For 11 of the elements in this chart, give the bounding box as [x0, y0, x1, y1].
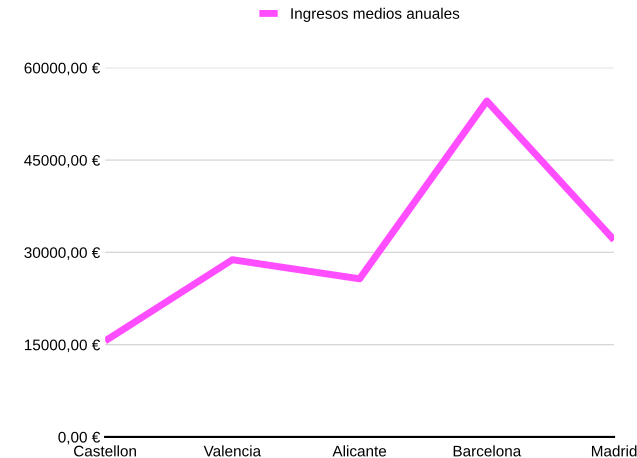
y-tick-label: 30000,00 € [24, 247, 100, 260]
x-tick-label: Barcelona [454, 445, 522, 456]
x-tick-label: Valencia [204, 445, 262, 456]
x-tick-label: Alicante [332, 445, 386, 456]
y-tick-label: 60000,00 € [24, 62, 100, 76]
legend-label: Ingresos medios anuales [291, 8, 460, 22]
y-tick-label: 15000,00 € [24, 340, 100, 352]
x-tick-label: Madrid [592, 445, 636, 456]
x-tick-label: Castellon [74, 445, 136, 456]
y-tick-label: 45000,00 € [24, 154, 100, 168]
y-tick-label: 0,00 € [58, 432, 100, 444]
